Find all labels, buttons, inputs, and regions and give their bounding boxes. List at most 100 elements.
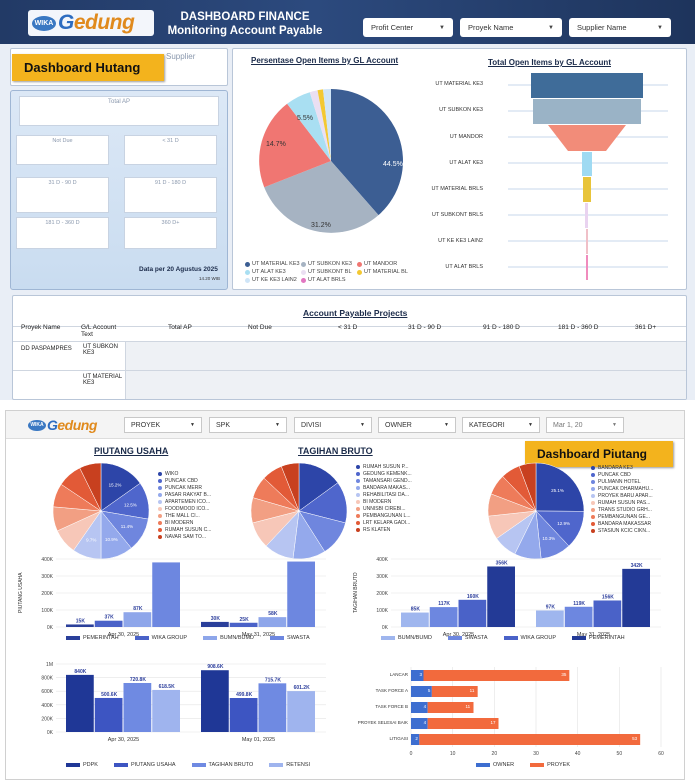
owner-bar	[411, 670, 424, 681]
legend-item: THE MALL CI...	[158, 513, 211, 519]
legend-text: OWNER	[493, 762, 515, 768]
bar	[201, 621, 229, 627]
bar	[123, 612, 152, 627]
col-header: Total AP	[168, 324, 192, 331]
legend-dot	[245, 261, 250, 267]
bar-label: 85K	[411, 607, 421, 613]
pie-slice-other	[309, 90, 331, 161]
legend-swatch	[66, 636, 80, 640]
total-ap-card: Total AP	[19, 96, 219, 126]
proyek-name-filter[interactable]: Proyek Name ▼	[460, 18, 562, 37]
legend-item: LRT KELAPA GADI...	[356, 520, 412, 526]
funnel-chart: UT MATERIAL KE3 UT SUBKON KE3 UT MANDOR …	[373, 73, 673, 283]
legend-text: PEMERINTAH	[589, 635, 625, 641]
legend-item: TAGIHAN BRUTO	[191, 762, 254, 768]
legend-item: APARTEMEN ICO...	[158, 499, 211, 505]
legend-item: BUMN/BUMD	[203, 635, 254, 641]
kpi-label: 91 D - 180 D	[154, 180, 187, 186]
bar	[458, 599, 487, 627]
supplier-name-filter[interactable]: Supplier Name ▼	[569, 18, 671, 37]
funnel-row-label: UT SUBKONT BRLS	[431, 212, 483, 218]
legend-item: WIKA GROUP	[134, 635, 187, 641]
owner-filter[interactable]: OWNER ▼	[378, 417, 456, 433]
wika-logo-badge: WIKA	[28, 419, 46, 431]
legend-swatch	[530, 763, 545, 767]
funnel-bar	[583, 177, 591, 202]
bar-label: 37K	[105, 615, 115, 621]
bar-label: 58K	[268, 611, 278, 617]
y-tick-label: 100K	[376, 608, 388, 614]
legend-dot	[301, 277, 306, 283]
x-tick-label: Apr 30, 2025	[108, 632, 140, 638]
legend-text: BI MODERN	[363, 499, 392, 505]
legend-text: WIKO	[165, 471, 179, 477]
bar3-legend: PDPK PIUTANG USAHA TAGIHAN BRUTO RETENSI	[66, 762, 310, 768]
legend-item: TRANS STUDIO GRH...	[591, 507, 653, 513]
pie-slice	[79, 462, 102, 512]
x-tick-label: 40	[575, 751, 581, 757]
x-tick-label: 60	[658, 751, 664, 757]
legend-dot	[591, 501, 595, 505]
kpi-label: Not Due	[52, 138, 73, 144]
proyek-bar	[427, 702, 474, 713]
tagihan-bruto-legend: RUMAH SUSUN P... GEDUNG KEMENK... TAMANSAR…	[356, 464, 412, 533]
dashboard-hutang-panel: WIKA Gedung DASHBOARD FINANCE Monitoring…	[0, 0, 695, 400]
proyek-bar	[427, 718, 499, 729]
y-tick-label: 400K	[41, 703, 53, 709]
funnel-row-label: UT KE KE3 LAIN2	[438, 238, 483, 244]
bar	[229, 698, 258, 732]
legend-item: BANDARA MAKASSAR	[591, 521, 653, 527]
legend-item: BI MODERN	[356, 499, 412, 505]
kpi-card: < 31 D	[124, 135, 217, 165]
filter-label: Mar 1, 20	[553, 421, 583, 429]
pie-label: 12.9%	[557, 521, 570, 526]
bar	[152, 689, 180, 732]
piutang-usaha-pie: 15.2% 12.5% 11.4% 10.9% 9.7%	[52, 462, 150, 560]
kategori-filter[interactable]: KATEGORI ▼	[462, 417, 540, 433]
legend-text: NAVAR SAM TO...	[165, 534, 207, 540]
bar-label: 342K	[631, 563, 643, 569]
chevron-down-icon: ▼	[444, 422, 449, 428]
divisi-filter[interactable]: DIVISI ▼	[294, 417, 372, 433]
pie-slice-ut-alat	[287, 92, 331, 161]
legend-text: BANDARA MAKAS...	[363, 485, 410, 491]
profit-center-filter[interactable]: Profit Center ▼	[363, 18, 453, 37]
x-tick-label: May 31, 2025	[242, 632, 275, 638]
pie-label: 12.5%	[124, 502, 137, 507]
legend-item: STASIUN KCIC CIKN...	[591, 528, 653, 534]
legend-item: SWASTA	[447, 635, 488, 641]
gedung-logo: WIKA Gedung	[28, 10, 154, 36]
bar-label: 15K	[76, 618, 86, 624]
y-tick-label: 300K	[41, 574, 53, 580]
legend-item: NAVAR SAM TO...	[158, 534, 211, 540]
legend-item: PEMBANGUNAN L...	[356, 513, 412, 519]
legend-dot	[245, 277, 250, 283]
y-tick-label: 600K	[41, 689, 53, 695]
legend-item: PUNCAK CBD	[591, 472, 653, 478]
legend-text: TAGIHAN BRUTO	[208, 762, 254, 768]
bar	[229, 622, 258, 627]
legend-item: RUMAH SUSUN C...	[158, 527, 211, 533]
bar	[287, 561, 315, 627]
proyek-filter[interactable]: PROYEK ▼	[124, 417, 202, 433]
pie-slice	[535, 462, 585, 512]
data-time-note: 14.20 WIB	[199, 276, 221, 281]
legend-dot	[158, 514, 162, 518]
legend-text: FOODMOOD ICO...	[165, 506, 210, 512]
bar	[429, 607, 458, 627]
y-tick-label: 300K	[376, 574, 388, 580]
spk-filter[interactable]: SPK ▼	[209, 417, 287, 433]
bar	[94, 697, 123, 732]
legend-dot	[356, 500, 360, 504]
legend-swatch	[203, 636, 218, 640]
y-tick-label: 1M	[46, 662, 53, 668]
col-header: 31 D - 90 D	[408, 324, 442, 331]
date-filter[interactable]: Mar 1, 20 ▼	[546, 417, 624, 433]
bar-label: 119K	[573, 601, 585, 607]
gedung-logo-small: WIKA Gedung	[28, 417, 97, 433]
legend-item: RUMAH SUSUN P...	[356, 464, 412, 470]
funnel-row-label: UT ALAT BRLS	[445, 264, 483, 270]
pie-slice-ut-subkon	[264, 161, 379, 233]
bar-label: 3	[420, 672, 423, 677]
legend-text: PDPK	[83, 762, 98, 768]
